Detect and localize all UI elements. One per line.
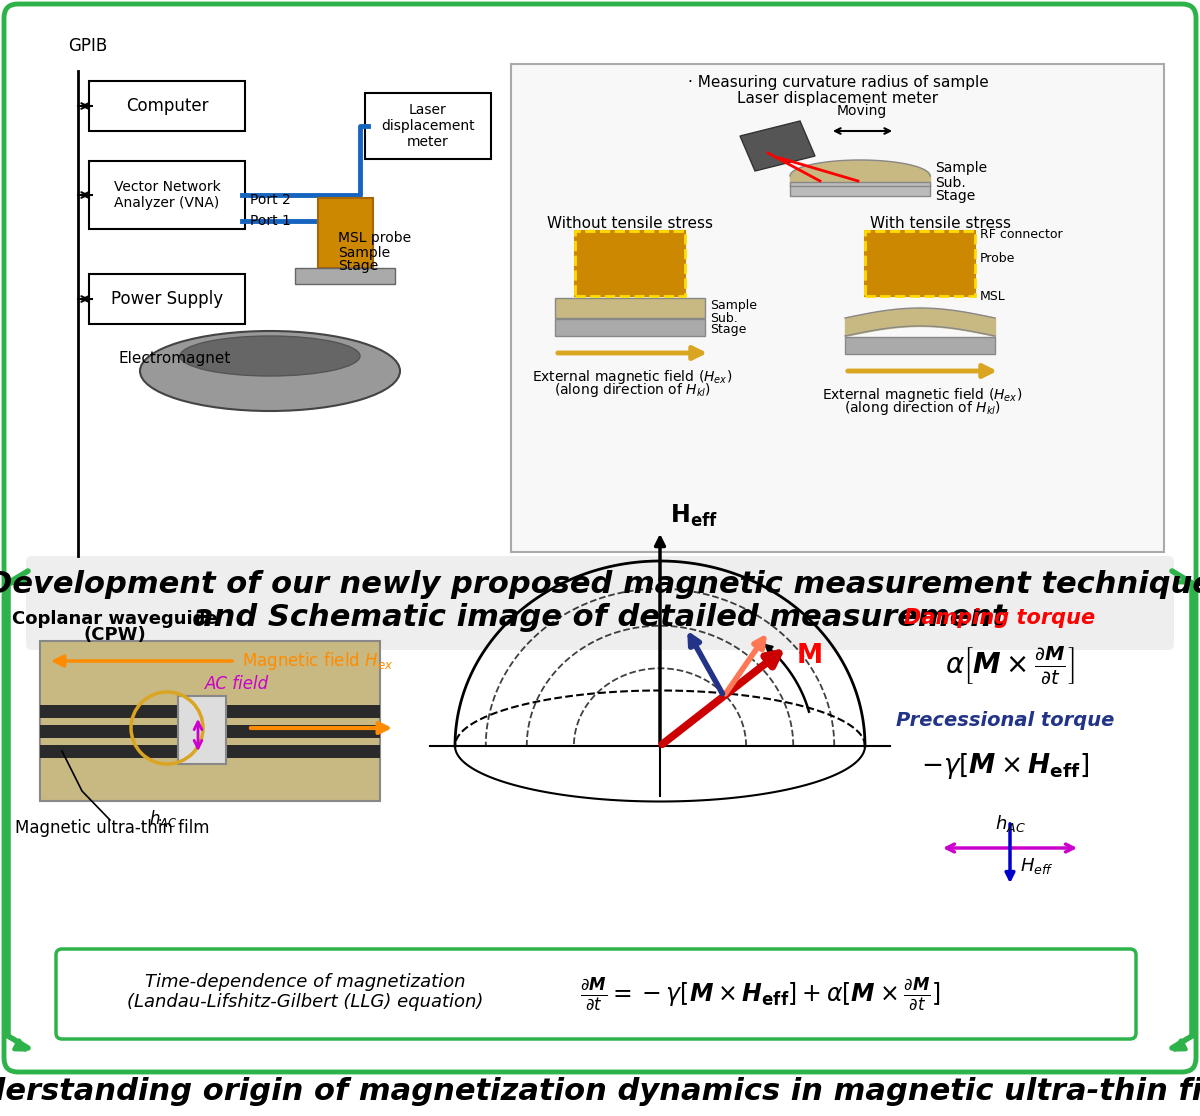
- Text: Precessional torque: Precessional torque: [896, 712, 1114, 731]
- FancyBboxPatch shape: [365, 93, 491, 158]
- FancyBboxPatch shape: [511, 64, 1164, 552]
- FancyBboxPatch shape: [318, 198, 373, 268]
- Text: Damping torque: Damping torque: [905, 608, 1096, 628]
- Text: (CPW): (CPW): [84, 626, 146, 644]
- FancyBboxPatch shape: [295, 268, 395, 283]
- FancyBboxPatch shape: [26, 556, 1174, 650]
- Text: Port 2: Port 2: [250, 193, 290, 206]
- Text: MSL probe: MSL probe: [338, 231, 412, 246]
- FancyBboxPatch shape: [575, 231, 685, 296]
- FancyBboxPatch shape: [40, 745, 380, 758]
- Text: $\mathbf{H}_\mathbf{eff}$: $\mathbf{H}_\mathbf{eff}$: [670, 503, 718, 529]
- Text: Power Supply: Power Supply: [110, 290, 223, 308]
- Text: (along direction of $H_{kl}$): (along direction of $H_{kl}$): [844, 400, 1001, 417]
- Text: Magnetic field $H_{ex}$: Magnetic field $H_{ex}$: [242, 650, 394, 672]
- Text: $-\gamma\left[\boldsymbol{M}\times\boldsymbol{H}_\mathbf{eff}\right]$: $-\gamma\left[\boldsymbol{M}\times\bolds…: [920, 751, 1090, 781]
- FancyBboxPatch shape: [40, 725, 380, 738]
- Text: Coplanar waveguide: Coplanar waveguide: [12, 610, 218, 628]
- Text: GPIB: GPIB: [68, 37, 107, 55]
- FancyBboxPatch shape: [554, 298, 706, 318]
- Text: Probe: Probe: [980, 251, 1015, 264]
- Text: Magnetic ultra-thin film: Magnetic ultra-thin film: [14, 819, 209, 837]
- Text: AC field: AC field: [205, 675, 269, 693]
- Text: Moving: Moving: [836, 104, 887, 118]
- Ellipse shape: [180, 336, 360, 376]
- Text: Sample: Sample: [710, 299, 757, 312]
- FancyBboxPatch shape: [790, 182, 930, 196]
- FancyBboxPatch shape: [178, 696, 226, 764]
- FancyBboxPatch shape: [89, 81, 245, 131]
- Text: Sub.: Sub.: [710, 311, 738, 325]
- Text: Sub.: Sub.: [935, 176, 966, 190]
- Text: MSL: MSL: [980, 289, 1006, 302]
- Ellipse shape: [140, 331, 400, 411]
- Text: · Measuring curvature radius of sample: · Measuring curvature radius of sample: [688, 76, 989, 90]
- Text: External magnetic field ($H_{ex}$): External magnetic field ($H_{ex}$): [822, 386, 1022, 404]
- Text: Laser displacement meter: Laser displacement meter: [738, 90, 938, 106]
- Text: Vector Network
Analyzer (VNA): Vector Network Analyzer (VNA): [114, 180, 221, 210]
- Text: Understanding origin of magnetization dynamics in magnetic ultra-thin films: Understanding origin of magnetization dy…: [0, 1077, 1200, 1106]
- FancyBboxPatch shape: [40, 705, 380, 718]
- Text: $h_{AC}$: $h_{AC}$: [995, 812, 1025, 834]
- Text: Stage: Stage: [710, 324, 746, 337]
- Text: Development of our newly proposed magnetic measurement technique
and Schematic i: Development of our newly proposed magnet…: [0, 569, 1200, 633]
- Text: Electromagnet: Electromagnet: [118, 350, 230, 366]
- FancyBboxPatch shape: [4, 583, 1196, 1072]
- FancyBboxPatch shape: [89, 161, 245, 229]
- Text: Sample: Sample: [338, 246, 390, 260]
- FancyBboxPatch shape: [4, 4, 1196, 600]
- Text: Stage: Stage: [338, 259, 378, 273]
- Text: Time-dependence of magnetization
(Landau-Lifshitz-Gilbert (LLG) equation): Time-dependence of magnetization (Landau…: [127, 973, 484, 1011]
- FancyBboxPatch shape: [554, 319, 706, 336]
- FancyBboxPatch shape: [845, 337, 995, 354]
- Text: $\mathbf{M}$: $\mathbf{M}$: [796, 643, 822, 670]
- Polygon shape: [740, 121, 815, 171]
- Text: Laser
displacement
meter: Laser displacement meter: [382, 103, 475, 150]
- Text: $h_{AC}$: $h_{AC}$: [149, 808, 178, 829]
- Text: $H_{eff}$: $H_{eff}$: [1020, 856, 1054, 876]
- FancyBboxPatch shape: [40, 641, 380, 801]
- Text: Without tensile stress: Without tensile stress: [547, 215, 713, 231]
- Text: (along direction of $H_{kl}$): (along direction of $H_{kl}$): [553, 381, 710, 400]
- Text: Computer: Computer: [126, 97, 209, 115]
- Text: With tensile stress: With tensile stress: [870, 215, 1010, 231]
- Text: $\frac{\partial\boldsymbol{M}}{\partial t}=-\gamma[\boldsymbol{M}\times\boldsymb: $\frac{\partial\boldsymbol{M}}{\partial …: [580, 975, 941, 1012]
- Text: Sample: Sample: [935, 161, 988, 175]
- Text: RF connector: RF connector: [980, 228, 1063, 241]
- Text: Stage: Stage: [935, 189, 976, 203]
- Text: Port 1: Port 1: [250, 214, 290, 228]
- Text: External magnetic field ($H_{ex}$): External magnetic field ($H_{ex}$): [532, 368, 732, 386]
- FancyBboxPatch shape: [89, 275, 245, 324]
- FancyBboxPatch shape: [865, 231, 974, 296]
- FancyBboxPatch shape: [56, 949, 1136, 1039]
- Text: $\alpha\left[\boldsymbol{M}\times\frac{\partial\boldsymbol{M}}{\partial t}\right: $\alpha\left[\boldsymbol{M}\times\frac{\…: [946, 645, 1075, 687]
